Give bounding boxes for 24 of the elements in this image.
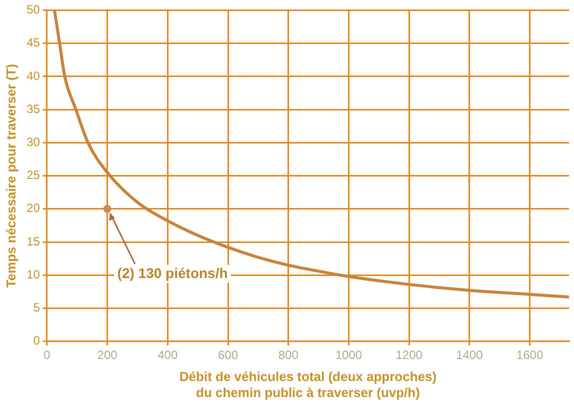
y-tick-label: 25: [26, 168, 40, 182]
y-tick-label: 15: [26, 234, 40, 248]
x-tick-label: 400: [158, 348, 178, 362]
x-tick-label: 200: [97, 348, 118, 362]
x-tick-label: 1000: [335, 348, 362, 362]
y-tick-label: 10: [26, 267, 40, 282]
x-tick-label: 600: [218, 348, 238, 362]
x-tick-label: 0: [44, 348, 51, 362]
y-tick-label: 30: [26, 134, 40, 149]
y-tick-label: 40: [26, 68, 40, 83]
y-tick-label: 5: [33, 300, 40, 315]
annotation: (2) 130 piétons/h: [117, 264, 228, 281]
y-axis-title: Temps nécessaire pour traverser (T): [3, 64, 18, 288]
y-tick-label: 50: [26, 2, 40, 17]
y-tick-label: 35: [26, 102, 40, 116]
y-tick-label: 0: [33, 334, 40, 348]
y-tick-label: 20: [26, 201, 40, 216]
x-tick-label: 1600: [516, 348, 544, 362]
y-tick-label: 45: [26, 36, 40, 50]
x-axis-title: Débit de véhicules total (deux approches) du chemin public à traverser (uvp/h): [179, 369, 437, 400]
x-tick-label: 800: [278, 348, 299, 362]
x-tick-label: 1400: [456, 348, 484, 362]
line-series: [52, 10, 569, 299]
x-tick-label: 1200: [396, 348, 423, 362]
